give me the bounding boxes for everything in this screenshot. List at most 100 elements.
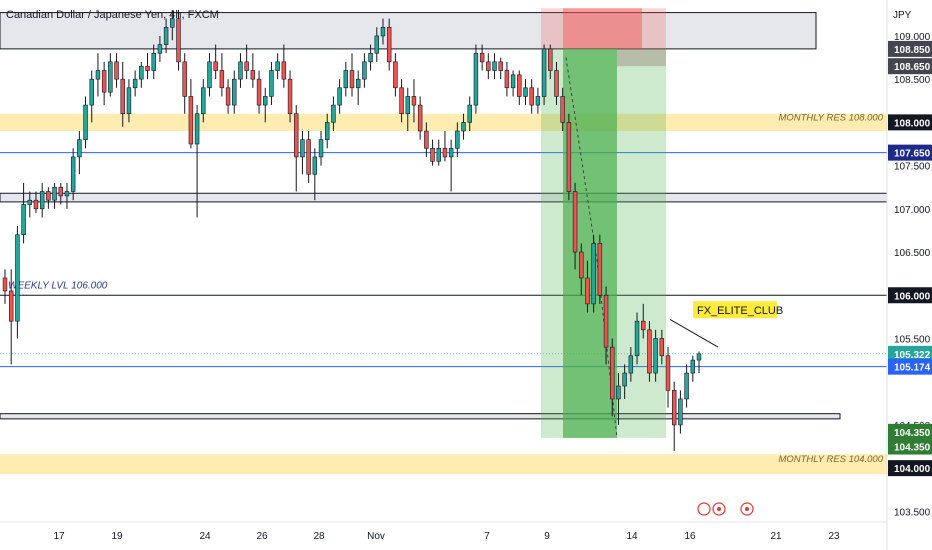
candle-body	[312, 156, 318, 175]
candle-body	[219, 70, 225, 89]
candle-body	[27, 199, 33, 205]
stop-zone-inner	[563, 8, 642, 49]
candle-body	[628, 355, 634, 374]
x-tick-label: Nov	[367, 531, 385, 542]
candle-body	[244, 61, 249, 71]
position-tool[interactable]	[541, 8, 666, 438]
price-tag-label: 108.650	[894, 62, 931, 73]
candle-body	[405, 96, 410, 115]
x-tick-label: 26	[256, 531, 268, 542]
candle-body	[108, 61, 113, 93]
candle-body	[201, 87, 206, 115]
candle-body	[232, 78, 237, 106]
candle-body	[517, 74, 522, 97]
candle-body	[151, 52, 156, 71]
x-tick-label: 24	[199, 531, 211, 542]
price-tags: 108.850 108.650 108.000 107.650 106.000 105.3…	[888, 40, 932, 477]
candle-body	[603, 294, 609, 348]
candle-body	[238, 61, 243, 80]
candle-body	[157, 44, 163, 54]
candle-body	[126, 87, 132, 115]
candle-body	[349, 70, 355, 89]
candle-body	[2, 277, 8, 292]
candle-body	[455, 130, 460, 149]
candle-body	[659, 338, 665, 357]
candle-body	[585, 277, 590, 305]
callout-box	[693, 301, 777, 319]
candle-body	[362, 61, 367, 80]
yellow-zone	[0, 113, 887, 132]
candle-body	[318, 139, 324, 158]
candle-body	[114, 61, 119, 80]
candle-body	[287, 78, 293, 115]
candle-body	[671, 390, 677, 426]
resistance-box	[0, 12, 817, 50]
weekly-level-label: WEEKLY LVL 106.000	[8, 280, 108, 291]
candle-body	[263, 96, 268, 106]
candle-body	[690, 359, 696, 374]
candle-body	[64, 191, 70, 197]
candle-body	[610, 346, 615, 400]
candle-body	[213, 61, 218, 71]
candles-layer	[2, 10, 702, 451]
candle-body	[622, 372, 627, 387]
candle-body	[479, 52, 485, 63]
candle-body	[83, 104, 88, 140]
candle-body	[163, 26, 169, 45]
price-tag	[888, 438, 932, 455]
price-tag-label: 105.174	[894, 363, 931, 374]
price-tag-label: 108.850	[894, 45, 931, 56]
x-tick-label: 28	[313, 531, 325, 542]
price-tag-label: 104.000	[894, 464, 931, 475]
price-tag	[888, 144, 932, 161]
y-tick-label: 106.500	[894, 248, 931, 259]
yellow-zone	[0, 454, 887, 475]
x-tick-label: 16	[684, 531, 696, 542]
price-tag-label: 104.350	[894, 428, 931, 439]
candle-body	[591, 243, 596, 305]
x-tick-label: 19	[111, 531, 123, 542]
candle-body	[324, 122, 330, 140]
price-tag	[888, 358, 932, 375]
candle-body	[188, 96, 194, 145]
candle-body	[39, 191, 45, 210]
price-tag	[888, 460, 932, 477]
candle-body	[294, 113, 299, 158]
candle-body	[393, 61, 398, 89]
candle-body	[665, 355, 671, 391]
support-band	[0, 192, 888, 203]
price-tag	[888, 423, 932, 440]
candle-body	[368, 52, 373, 63]
candle-body	[139, 65, 144, 80]
price-tag-label: 105.322	[894, 350, 931, 361]
price-tag-label: 108.000	[894, 118, 931, 129]
candle-body	[21, 204, 26, 236]
candle-body	[8, 290, 14, 322]
price-tag	[888, 114, 932, 131]
candle-body	[424, 130, 429, 149]
zone-label: MONTHLY RES 108.000	[778, 112, 883, 123]
currency-label: JPY	[893, 10, 912, 21]
candle-body	[684, 372, 689, 400]
candle-body	[176, 18, 181, 63]
price-tag-label: 106.000	[894, 291, 931, 302]
candle-body	[641, 320, 646, 331]
candle-body	[430, 148, 435, 162]
candle-body	[145, 65, 150, 71]
candle-body	[647, 329, 652, 374]
price-axis-bg[interactable]	[887, 0, 932, 550]
event-marker-icon[interactable]	[697, 502, 711, 516]
event-markers[interactable]	[697, 502, 754, 516]
candle-body	[616, 385, 621, 400]
stop-zone	[541, 8, 666, 49]
candle-body	[461, 122, 466, 132]
x-tick-label: 23	[828, 531, 840, 542]
candle-body	[417, 104, 423, 132]
candle-body	[250, 70, 256, 80]
candle-body	[281, 61, 287, 80]
candle-body	[95, 70, 101, 80]
candle-body	[386, 26, 392, 63]
candle-body	[331, 104, 336, 123]
candle-body	[436, 148, 441, 162]
